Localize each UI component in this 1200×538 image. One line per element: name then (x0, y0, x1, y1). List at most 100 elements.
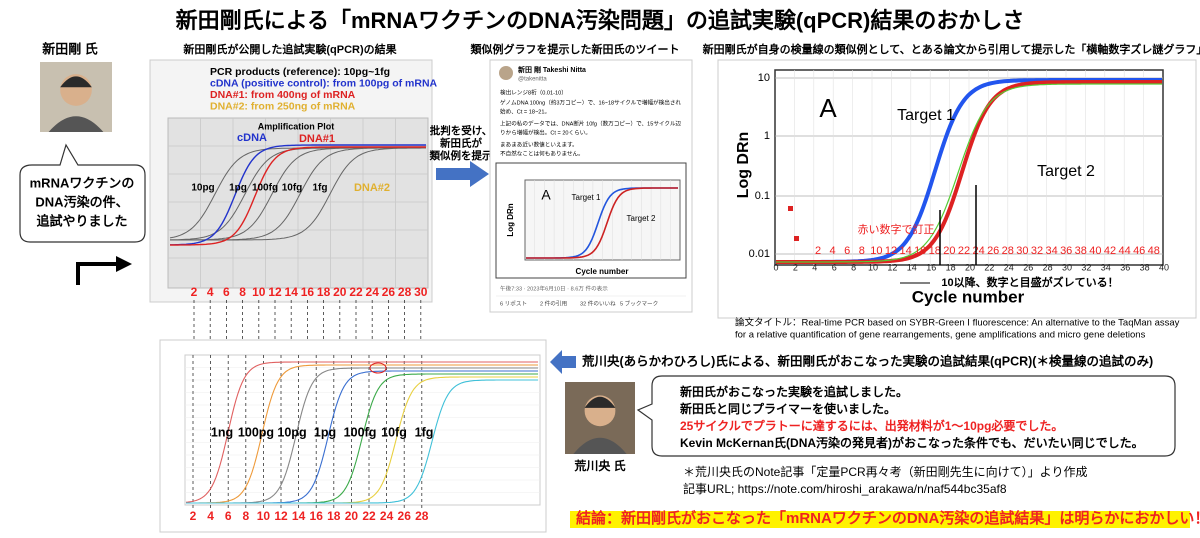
tweet-text: 上記の私のデータでは、DNA断片 10fg（数万コピー）で、15サイクル辺 (500, 119, 681, 127)
series-label: Target 2 (1037, 163, 1095, 180)
cycle-number: 6 (223, 285, 230, 299)
x-tick-label: 38 (1140, 262, 1150, 272)
cycle-number: 2 (190, 509, 197, 523)
bubble-text: 25サイクルでプラトーに達するには、出発材料が1～10pg必要でした。 (680, 418, 1063, 433)
source-note: 記事URL; https://note.com/hiroshi_arakawa/… (683, 481, 1007, 496)
citation-text: 論文タイトル：Real-time PCR based on SYBR-Green… (735, 317, 1180, 329)
curve (185, 361, 538, 503)
transition-text: 批判を受け、 (430, 124, 492, 137)
cycle-number: 6 (225, 509, 232, 523)
cycle-number: 22 (349, 285, 363, 299)
page-title: 新田剛氏による「mRNAワクチンのDNA汚染問題」の追試実験(qPCR)結果のお… (176, 8, 1025, 33)
bubble-text: Kevin McKernan氏(DNA汚染の発見者)がおこなった条件でも、だいた… (680, 435, 1144, 450)
cycle-number: 24 (972, 245, 984, 257)
bubble-text: 追試やりました (36, 213, 127, 228)
photo-hair (584, 396, 616, 408)
cycle-number: 18 (929, 245, 941, 257)
x-tick-label: 20 (965, 262, 975, 272)
series-label: Target 1 (897, 107, 955, 124)
cycle-number: 10 (252, 285, 266, 299)
cycle-number: 14 (292, 509, 306, 523)
tweet-author: 新田 剛 Takeshi Nitta (518, 65, 586, 74)
tweet-text: まあまあ近い数値といえます。 (500, 140, 578, 148)
y-tick-label: 0.01 (749, 248, 770, 260)
x-tick-label: 32 (1081, 262, 1091, 272)
speech-bubble (636, 375, 1176, 457)
highlight-ring (369, 362, 387, 374)
cycle-number: 18 (327, 509, 341, 523)
plot-title: Amplification Plot (258, 121, 335, 131)
x-tick-label: 16 (926, 262, 936, 272)
axis-title: Cycle number (912, 287, 1025, 306)
cycle-number: 28 (415, 509, 429, 523)
series-label: Target 2 (627, 214, 656, 223)
tweet-stat: 32 件のいいね (580, 299, 616, 307)
panel-letter: A (819, 93, 837, 123)
speech-bubble (19, 143, 146, 243)
cycle-number: 46 (1133, 245, 1145, 257)
x-tick-label: 36 (1120, 262, 1130, 272)
cycle-number: 4 (207, 509, 214, 523)
curve-label: DNA#2 (354, 182, 390, 194)
x-tick-label: 6 (832, 262, 837, 272)
photo-body (573, 437, 627, 454)
x-tick-label: 34 (1101, 262, 1111, 272)
cycle-number: 24 (366, 285, 380, 299)
axis-title: Log DRn (735, 132, 752, 199)
dilution-label: 100fg (252, 183, 278, 194)
bubble-text: 新田氏がおこなった実験を追試しました。 (680, 384, 908, 399)
arrow-head (116, 256, 132, 272)
person-name: 荒川央 氏 (573, 458, 625, 473)
cycle-number: 22 (958, 245, 970, 257)
cycle-number: 6 (844, 245, 850, 257)
curve (186, 364, 538, 504)
curve (776, 83, 1162, 263)
cycle-number: 2 (815, 245, 821, 257)
arrow (550, 350, 576, 374)
cycle-number: 12 (274, 509, 288, 523)
cycle-number: 42 (1104, 245, 1116, 257)
cycle-number: 24 (380, 509, 394, 523)
data-point (788, 206, 793, 211)
y-tick-label: 1 (764, 130, 770, 142)
arrow (76, 262, 118, 285)
tweet-meta: 午後7:33 · 2023年6月10日 · 8.6万 件の表示 (500, 284, 608, 292)
x-tick-label: 14 (907, 262, 917, 272)
curve (186, 379, 538, 504)
photo-body (48, 116, 104, 132)
y-tick-label: 0.1 (755, 190, 770, 202)
dilution-label: 1fg (313, 183, 328, 194)
avatar (499, 66, 513, 80)
cycle-number: 40 (1089, 245, 1101, 257)
panel-letter: A (541, 187, 551, 203)
cycle-number: 4 (207, 285, 214, 299)
x-tick-label: 24 (1004, 262, 1014, 272)
tweet-text: 始め、Ct = 18~21。 (500, 107, 550, 115)
dilution-label: 1pg (229, 183, 247, 194)
data-point (794, 236, 799, 241)
bubble-text: DNA汚染の件、 (35, 194, 128, 209)
dilution-label: 10pg (191, 183, 214, 194)
cycle-number: 26 (382, 285, 396, 299)
dilution-label: 100fg (344, 425, 377, 439)
cycle-number: 16 (310, 509, 324, 523)
curve (526, 187, 678, 259)
axis-title: Cycle number (576, 267, 629, 276)
x-tick-label: 40 (1159, 262, 1169, 272)
person-name: 新田剛 氏 (42, 41, 98, 56)
x-tick-label: 30 (1062, 262, 1072, 272)
cycle-number: 10 (870, 245, 882, 257)
cycle-number: 22 (362, 509, 376, 523)
cycle-number: 26 (987, 245, 999, 257)
curve (170, 146, 426, 246)
x-tick-label: 26 (1023, 262, 1033, 272)
cycle-number: 32 (1031, 245, 1043, 257)
cycle-number: 20 (943, 245, 955, 257)
cycle-number: 12 (885, 245, 897, 257)
x-tick-label: 10 (868, 262, 878, 272)
source-note: ＊荒川央氏のNote記事「定量PCR再々考（新田剛先生に向けて）」より作成 (683, 464, 1087, 479)
cycle-number: 12 (268, 285, 282, 299)
cycle-number: 44 (1118, 245, 1130, 257)
cycle-number: 16 (914, 245, 926, 257)
